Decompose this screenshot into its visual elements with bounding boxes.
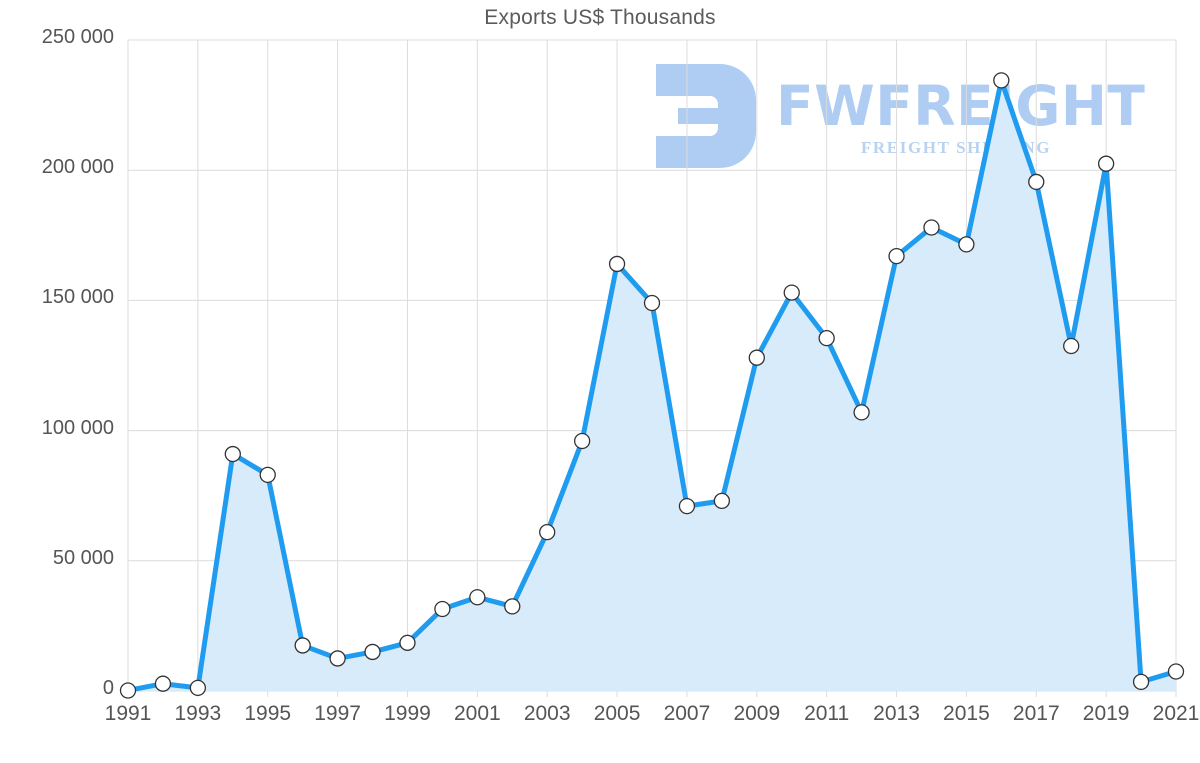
data-point[interactable] — [923, 219, 940, 236]
data-point[interactable] — [783, 284, 800, 301]
data-point[interactable] — [329, 650, 346, 667]
data-point[interactable] — [119, 682, 137, 699]
data-point[interactable] — [853, 404, 870, 421]
y-tick-label: 150 000 — [41, 286, 114, 309]
y-tick-label: 0 — [102, 677, 114, 699]
x-tick-label: 2001 — [453, 702, 501, 725]
data-point[interactable] — [993, 72, 1010, 89]
data-point[interactable] — [1132, 673, 1150, 691]
data-point[interactable] — [748, 349, 765, 366]
x-tick-label: 1997 — [314, 702, 361, 725]
y-tick-label: 200 000 — [41, 156, 114, 179]
x-tick-label: 2019 — [1082, 702, 1130, 725]
data-point[interactable] — [259, 466, 276, 484]
data-point[interactable] — [678, 497, 696, 515]
data-point[interactable] — [643, 294, 661, 312]
chart-title: Exports US$ Thousands — [484, 6, 716, 29]
y-tick-label: 250 000 — [41, 26, 114, 48]
y-tick-label: 100 000 — [41, 416, 114, 439]
data-point[interactable] — [469, 589, 486, 606]
data-point[interactable] — [573, 432, 591, 450]
x-tick-label: 2003 — [523, 702, 571, 725]
data-point[interactable] — [1167, 663, 1185, 680]
data-point[interactable] — [224, 445, 241, 463]
x-tick-label: 2013 — [873, 702, 920, 725]
x-tick-label: 2011 — [804, 702, 850, 725]
data-point-markers — [119, 72, 1185, 699]
data-point[interactable] — [1063, 337, 1080, 355]
data-point[interactable] — [154, 675, 172, 692]
data-point[interactable] — [294, 637, 311, 654]
x-tick-label: 2005 — [593, 702, 641, 725]
data-point[interactable] — [1097, 155, 1115, 172]
y-tick-label: 50 000 — [52, 546, 114, 569]
x-tick-label: 2009 — [733, 702, 781, 725]
data-point[interactable] — [818, 330, 835, 347]
y-axis: 0 50 000 100 000 150 000 200 000 250 000 — [0, 0, 114, 763]
x-tick-label: 1999 — [384, 702, 431, 725]
x-tick-label: 2017 — [1012, 702, 1060, 725]
data-point[interactable] — [713, 492, 731, 510]
x-tick-label: 2015 — [943, 702, 990, 725]
data-point[interactable] — [539, 524, 556, 541]
data-point[interactable] — [364, 643, 381, 661]
data-point[interactable] — [608, 255, 626, 273]
data-point[interactable] — [399, 634, 416, 651]
x-tick-label: 1991 — [104, 702, 152, 725]
data-point[interactable] — [958, 236, 975, 253]
data-point[interactable] — [189, 679, 207, 697]
data-point[interactable] — [434, 600, 451, 618]
data-point[interactable] — [1028, 173, 1045, 191]
x-tick-label: 2007 — [663, 702, 711, 725]
x-tick-label: 1995 — [244, 702, 292, 725]
x-tick-label: 2021 — [1152, 702, 1200, 725]
data-point[interactable] — [888, 247, 905, 265]
area-fill — [128, 80, 1176, 692]
x-tick-label: 1993 — [174, 702, 222, 725]
data-point[interactable] — [504, 598, 521, 615]
